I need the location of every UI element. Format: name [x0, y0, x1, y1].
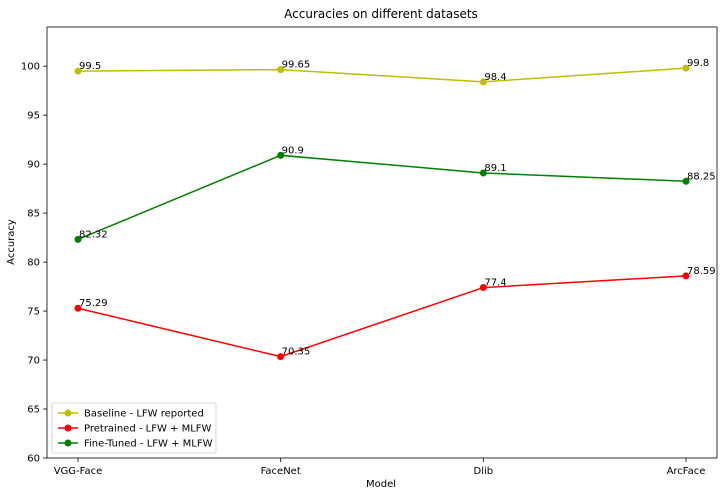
data-label: 88.25: [687, 171, 716, 182]
chart-title: Accuracies on different datasets: [284, 7, 478, 21]
data-label: 78.59: [687, 266, 716, 277]
plot-frame: [46, 26, 718, 459]
series-layer: [74, 64, 690, 361]
data-labels: 99.5 99.65 98.4 99.8 75.29 70.35 77.4 78.59 82.3…: [79, 58, 716, 357]
legend: Baseline - LFW reported Pretrained - LFW …: [51, 402, 217, 454]
y-tick-label: 100: [21, 62, 40, 73]
data-point: [479, 78, 487, 86]
data-label: 77.4: [484, 278, 506, 289]
data-label: 82.32: [79, 229, 108, 240]
y-tick-label: 90: [27, 160, 40, 171]
data-label: 89.1: [484, 163, 506, 174]
data-point: [277, 353, 285, 361]
series-line: [77, 275, 687, 358]
data-point: [74, 67, 82, 75]
x-tick-label: FaceNet: [261, 466, 301, 477]
data-point: [74, 304, 82, 312]
data-label: 98.4: [484, 72, 506, 83]
y-tick-label: 60: [27, 454, 40, 465]
x-tick-label: ArcFace: [667, 466, 706, 477]
legend-swatch-marker: [64, 439, 72, 447]
y-tick-label: 65: [27, 405, 40, 416]
legend-label: Pretrained - LFW + MLFW: [84, 424, 212, 435]
axes: 60 65 70 75 80 85 90 95 100 VGG-Face FaceNet Dlib Ar…: [21, 26, 718, 477]
data-point: [479, 169, 487, 177]
y-tick-label: 95: [27, 111, 40, 122]
data-point: [682, 272, 690, 280]
y-tick-label: 85: [27, 209, 40, 220]
y-tick-label: 75: [27, 307, 40, 318]
x-axis-title: Model: [366, 479, 396, 490]
data-point: [682, 177, 690, 185]
data-point: [74, 235, 82, 243]
legend-swatch-marker: [64, 424, 72, 432]
data-label: 99.65: [282, 60, 311, 71]
x-tick-label: Dlib: [474, 466, 494, 477]
data-point: [277, 151, 285, 159]
x-tick-label: VGG-Face: [54, 466, 103, 477]
data-label: 90.9: [282, 145, 304, 156]
series-line: [77, 154, 687, 241]
legend-label: Fine-Tuned - LFW + MLFW: [84, 439, 213, 450]
data-label: 99.5: [79, 61, 101, 72]
y-tick-label: 80: [27, 258, 40, 269]
y-tick-label: 70: [27, 356, 40, 367]
legend-box: [51, 402, 217, 454]
y-axis-title: Accuracy: [6, 219, 17, 265]
legend-swatch-marker: [64, 409, 72, 417]
data-label: 75.29: [79, 298, 108, 309]
data-label: 99.8: [687, 58, 709, 69]
data-label: 70.35: [282, 347, 311, 358]
data-point: [277, 66, 285, 74]
legend-label: Baseline - LFW reported: [84, 409, 204, 420]
data-point: [682, 64, 690, 72]
series-line: [77, 67, 687, 83]
data-point: [479, 284, 487, 292]
